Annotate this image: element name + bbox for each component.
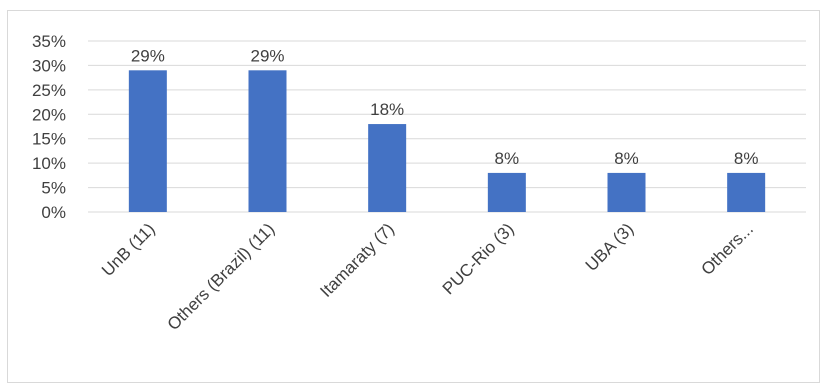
x-tick-label: Others... [697, 219, 757, 279]
x-tick-label: PUC-Rio (3) [439, 219, 518, 298]
y-tick-label: 20% [32, 105, 66, 124]
y-tick-label: 15% [32, 130, 66, 149]
bar [727, 172, 766, 212]
data-label: 29% [250, 46, 284, 65]
y-tick-label: 10% [32, 154, 66, 173]
data-label: 29% [131, 46, 165, 65]
bar [487, 172, 526, 212]
bar [248, 70, 287, 212]
data-label: 8% [495, 149, 520, 168]
y-tick-label: 35% [32, 32, 66, 51]
bar [128, 70, 167, 212]
data-label: 8% [734, 149, 759, 168]
x-tick-label: Itamaraty (7) [316, 219, 398, 301]
bars [128, 70, 766, 212]
data-label: 8% [614, 149, 639, 168]
gridlines [88, 40, 806, 213]
y-tick-label: 0% [41, 203, 66, 222]
y-tick-label: 5% [41, 179, 66, 198]
y-tick-label: 30% [32, 56, 66, 75]
bar [607, 172, 646, 212]
x-axis-ticks: UnB (11) Others (Brazil) (11) Itamaraty (7… [98, 219, 757, 334]
data-label: 18% [370, 100, 404, 119]
x-tick-label: UBA (3) [582, 219, 638, 275]
data-labels: 29% 29% 18% 8% 8% 8% [131, 46, 759, 168]
x-tick-label: Others (Brazil) (11) [164, 219, 279, 334]
x-tick-label: UnB (11) [98, 219, 159, 280]
y-tick-label: 25% [32, 81, 66, 100]
y-axis-ticks: 0% 5% 10% 15% 20% 25% 30% 35% [32, 32, 66, 222]
bar [368, 124, 407, 212]
